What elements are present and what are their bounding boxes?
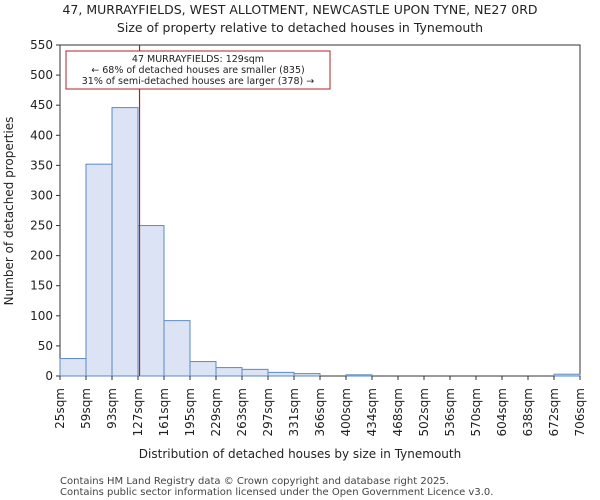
y-tick-label: 400 (30, 128, 53, 142)
x-tick-label: 468sqm (391, 388, 405, 436)
x-tick-label: 59sqm (79, 388, 93, 429)
x-tick-label: 161sqm (157, 388, 171, 436)
y-tick-label: 50 (38, 339, 53, 353)
bar-297sqm (267, 371, 295, 377)
y-tick-label: 500 (30, 68, 53, 82)
chart-title: 47, MURRAYFIELDS, WEST ALLOTMENT, NEWCAS… (62, 2, 537, 17)
y-tick-label: 550 (30, 38, 53, 52)
property-marker-group: 47 MURRAYFIELDS: 129sqm← 68% of detached… (65, 45, 331, 376)
footer-line-2: Contains public sector information licen… (60, 487, 493, 498)
y-axis-label: Number of detached properties (2, 117, 16, 306)
bar-672sqm (553, 373, 581, 377)
annotation-line-1: 47 MURRAYFIELDS: 129sqm (132, 54, 264, 65)
bar-161sqm (163, 320, 191, 377)
x-tick-label: 502sqm (417, 388, 431, 436)
bar-93sqm (111, 107, 139, 377)
x-tick-label: 331sqm (287, 388, 301, 436)
x-axis-label: Distribution of detached houses by size … (139, 447, 461, 461)
y-tick-label: 250 (30, 219, 53, 233)
x-tick-label: 434sqm (365, 388, 379, 436)
y-tick-label: 100 (30, 309, 53, 323)
y-tick-label: 350 (30, 158, 53, 172)
bar-263sqm (241, 368, 269, 377)
x-tick-label: 229sqm (209, 388, 223, 436)
x-axis-ticks: 25sqm 59sqm 93sqm 127sqm 161sqm 195sqm 229sqm 2… (53, 376, 587, 436)
y-tick-label: 300 (30, 188, 53, 202)
y-tick-label: 200 (30, 249, 53, 263)
x-tick-label: 127sqm (131, 388, 145, 436)
y-tick-label: 150 (30, 279, 53, 293)
x-tick-label: 536sqm (443, 388, 457, 436)
x-tick-label: 297sqm (261, 388, 275, 436)
bar-195sqm (189, 361, 217, 377)
x-tick-label: 263sqm (235, 388, 249, 436)
annotation-line-3: 31% of semi-detached houses are larger (… (82, 76, 315, 87)
bar-400sqm (345, 374, 373, 377)
y-axis-ticks: 0 50 100 150 200 250 300 350 400 450 500 550 (30, 38, 60, 383)
x-tick-label: 604sqm (495, 388, 509, 436)
x-tick-label: 93sqm (105, 388, 119, 429)
x-tick-label: 570sqm (469, 388, 483, 436)
x-tick-label: 366sqm (313, 388, 327, 436)
bar-59sqm (85, 163, 113, 377)
annotation-line-2: ← 68% of detached houses are smaller (83… (91, 65, 304, 76)
annotation-box (65, 50, 331, 90)
x-tick-label: 706sqm (573, 388, 587, 436)
footer-line-1: Contains HM Land Registry data © Crown c… (60, 476, 449, 487)
y-tick-label: 450 (30, 98, 53, 112)
x-tick-label: 25sqm (53, 388, 67, 429)
x-tick-label: 400sqm (339, 388, 353, 436)
bar-127sqm (137, 225, 165, 377)
y-tick-label: 0 (45, 369, 53, 383)
bars-group (59, 107, 581, 377)
bar-229sqm (215, 367, 243, 377)
chart-subtitle: Size of property relative to detached ho… (117, 20, 483, 35)
bar-25sqm (59, 358, 87, 377)
x-tick-label: 638sqm (521, 388, 535, 436)
x-tick-label: 672sqm (547, 388, 561, 436)
bar-331sqm (293, 373, 321, 377)
x-tick-label: 195sqm (183, 388, 197, 436)
